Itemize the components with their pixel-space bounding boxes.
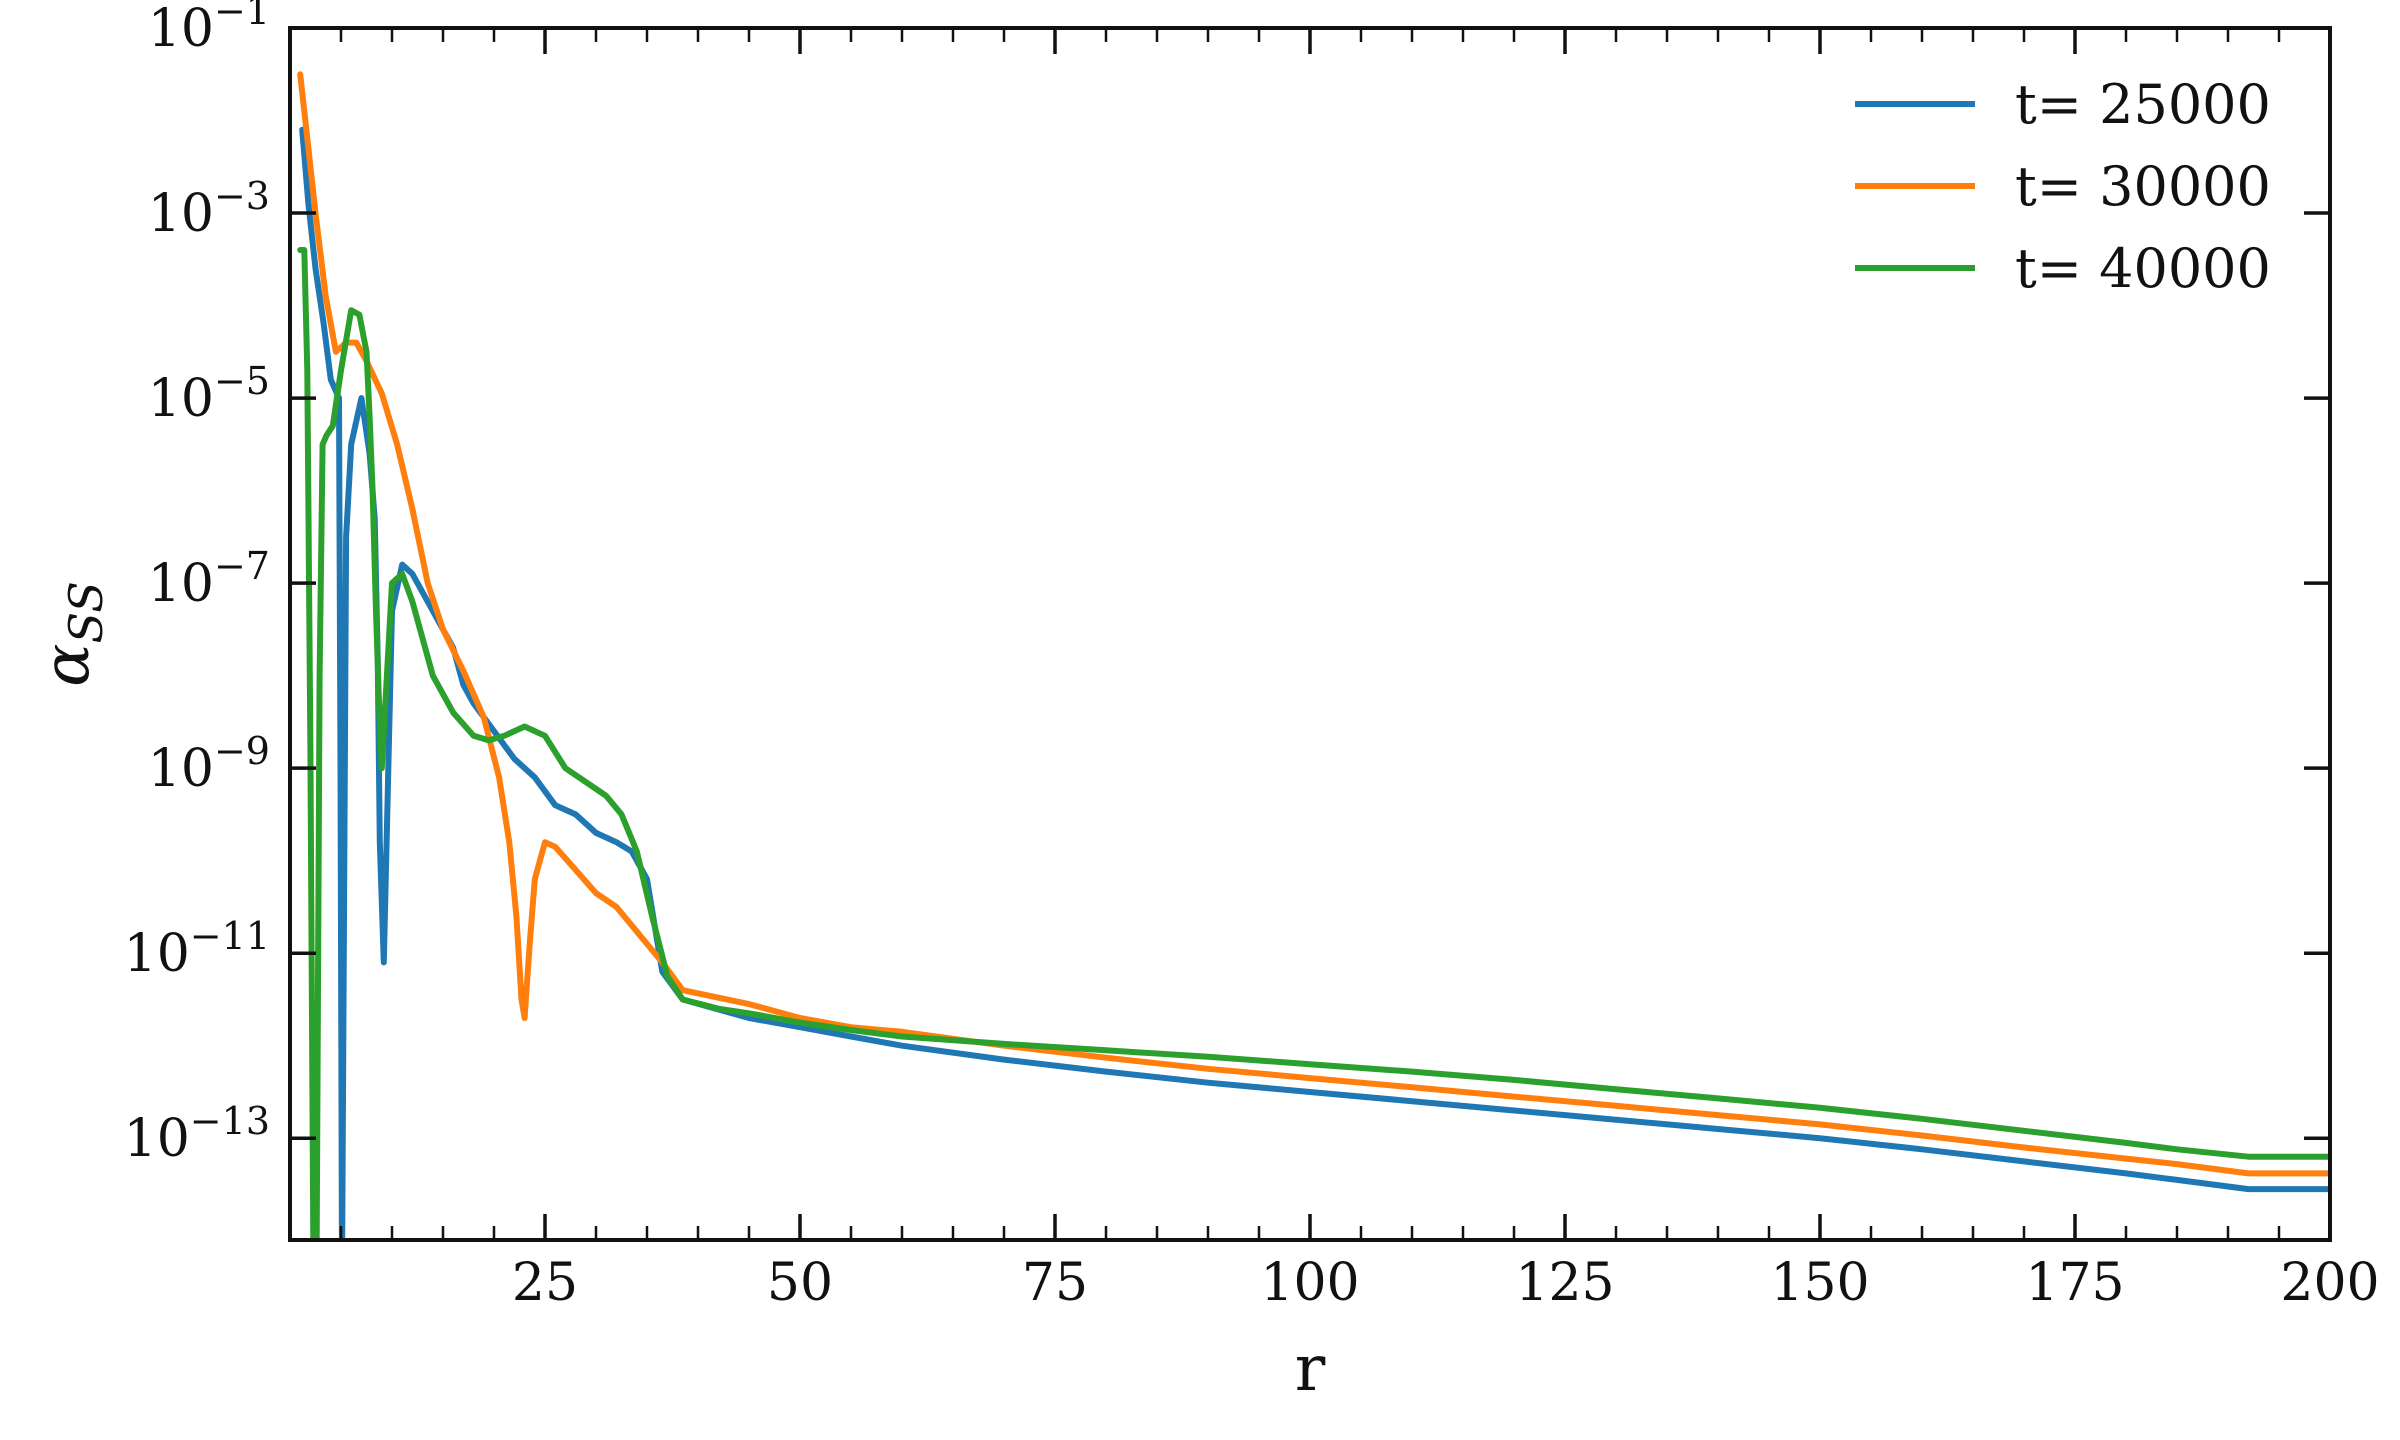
series-line-2 [297, 71, 2330, 1177]
x-tick-label: 25 [512, 1253, 578, 1313]
plot-frame [288, 26, 2332, 1242]
legend: t= 25000 t= 30000 t= 40000 [1855, 73, 2271, 300]
x-tick-label: 75 [1022, 1253, 1088, 1313]
x-tick-label: 125 [1515, 1253, 1614, 1313]
y-axis-title: αSS [30, 581, 113, 686]
y-tick-label: 10−7 [148, 544, 270, 614]
x-tick-label: 175 [2025, 1253, 2124, 1313]
svg-text:αSS: αSS [30, 581, 113, 686]
legend-label-3: t= 40000 [2015, 237, 2271, 300]
x-tick-label: 50 [767, 1253, 833, 1313]
series-line-1 [299, 126, 2330, 1240]
series-layer [297, 71, 2330, 1240]
y-tick-label: 10−13 [124, 1099, 270, 1169]
ticks-layer: 25 50 75 100 125 150 175 200 10−1 10−3 10−5 10−7 10−… [124, 0, 2380, 1313]
legend-label-1: t= 25000 [2015, 73, 2271, 136]
legend-label-2: t= 30000 [2015, 155, 2271, 218]
y-tick-label: 10−9 [148, 729, 270, 799]
plot-area [290, 28, 2330, 1240]
x-axis-title: r [1295, 1332, 1326, 1406]
series-line-3 [297, 247, 2330, 1240]
x-tick-label: 100 [1260, 1253, 1359, 1313]
y-tick-label: 10−5 [148, 359, 270, 429]
y-tick-label: 10−3 [148, 174, 270, 244]
y-tick-label: 10−11 [124, 914, 270, 984]
x-tick-label: 150 [1770, 1253, 1869, 1313]
x-tick-label: 200 [2280, 1253, 2379, 1313]
y-tick-label: 10−1 [148, 0, 270, 59]
